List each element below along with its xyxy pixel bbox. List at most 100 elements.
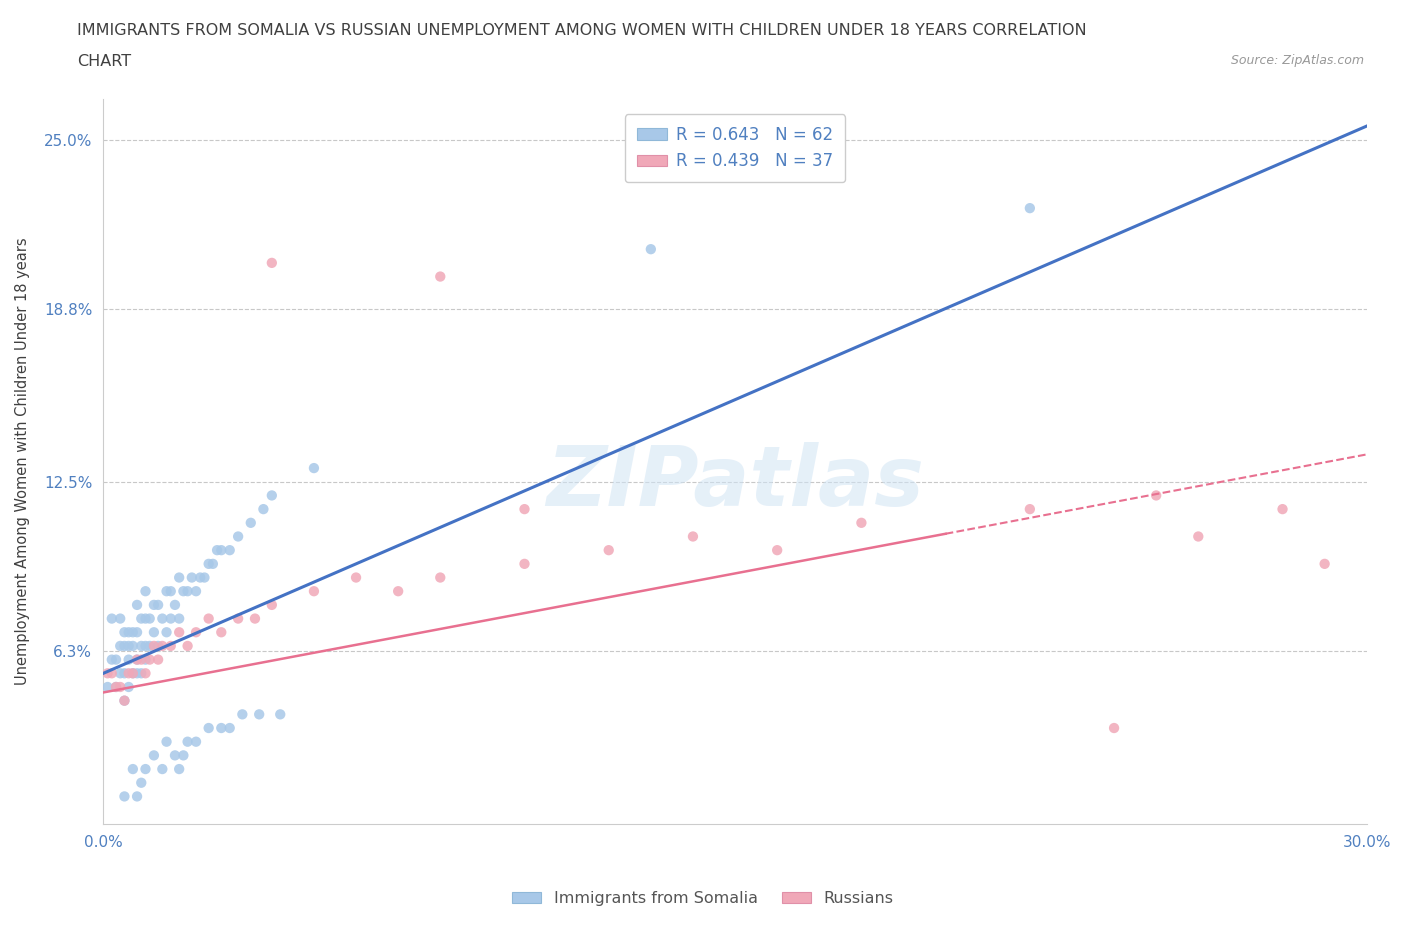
Point	[101, 611, 124, 626]
Point	[117, 625, 139, 640]
Point	[513, 501, 536, 516]
Point	[121, 666, 143, 681]
Point	[105, 680, 128, 695]
Point	[134, 762, 156, 777]
Point	[1102, 721, 1125, 736]
Point	[226, 529, 249, 544]
Point	[193, 570, 215, 585]
Point	[129, 639, 152, 654]
Point	[188, 570, 211, 585]
Point	[302, 460, 325, 475]
Point	[184, 625, 207, 640]
Point	[146, 639, 169, 654]
Point	[134, 666, 156, 681]
Point	[167, 611, 190, 626]
Point	[129, 611, 152, 626]
Point	[134, 584, 156, 599]
Point	[134, 652, 156, 667]
Point	[114, 693, 136, 708]
Point	[209, 625, 232, 640]
Text: Source: ZipAtlas.com: Source: ZipAtlas.com	[1230, 54, 1364, 67]
Point	[110, 611, 132, 626]
Point	[682, 529, 704, 544]
Point	[243, 611, 266, 626]
Point	[101, 666, 124, 681]
Point	[218, 543, 240, 558]
Point	[105, 680, 128, 695]
Point	[138, 652, 160, 667]
Point	[344, 570, 367, 585]
Point	[159, 584, 181, 599]
Point	[1144, 488, 1167, 503]
Point	[197, 611, 219, 626]
Y-axis label: Unemployment Among Women with Children Under 18 years: Unemployment Among Women with Children U…	[15, 237, 30, 685]
Point	[138, 611, 160, 626]
Point	[260, 597, 283, 612]
Point	[176, 735, 198, 750]
Point	[142, 639, 165, 654]
Point	[239, 515, 262, 530]
Point	[172, 584, 194, 599]
Point	[97, 666, 120, 681]
Point	[209, 543, 232, 558]
Text: ZIPatlas: ZIPatlas	[546, 443, 924, 524]
Legend: R = 0.643   N = 62, R = 0.439   N = 37: R = 0.643 N = 62, R = 0.439 N = 37	[624, 114, 845, 182]
Point	[1018, 201, 1040, 216]
Legend: Immigrants from Somalia, Russians: Immigrants from Somalia, Russians	[506, 885, 900, 912]
Point	[260, 488, 283, 503]
Point	[114, 789, 136, 804]
Point	[125, 597, 148, 612]
Point	[1271, 501, 1294, 516]
Point	[114, 693, 136, 708]
Point	[167, 570, 190, 585]
Point	[117, 666, 139, 681]
Point	[134, 639, 156, 654]
Point	[110, 666, 132, 681]
Point	[155, 584, 177, 599]
Point	[172, 748, 194, 763]
Point	[429, 570, 451, 585]
Point	[105, 652, 128, 667]
Point	[167, 625, 190, 640]
Point	[252, 501, 274, 516]
Point	[766, 543, 789, 558]
Point	[142, 748, 165, 763]
Point	[142, 625, 165, 640]
Point	[598, 543, 620, 558]
Point	[429, 269, 451, 284]
Point	[101, 652, 124, 667]
Point	[163, 597, 186, 612]
Point	[110, 680, 132, 695]
Point	[184, 735, 207, 750]
Point	[1313, 556, 1336, 571]
Point	[231, 707, 253, 722]
Point	[150, 639, 173, 654]
Point	[197, 721, 219, 736]
Point	[129, 666, 152, 681]
Point	[1187, 529, 1209, 544]
Point	[150, 762, 173, 777]
Point	[176, 584, 198, 599]
Point	[184, 584, 207, 599]
Point	[121, 762, 143, 777]
Point	[121, 666, 143, 681]
Point	[134, 611, 156, 626]
Text: CHART: CHART	[77, 54, 131, 69]
Point	[125, 652, 148, 667]
Point	[125, 789, 148, 804]
Point	[146, 652, 169, 667]
Point	[117, 652, 139, 667]
Point	[138, 639, 160, 654]
Point	[209, 721, 232, 736]
Point	[125, 652, 148, 667]
Point	[247, 707, 270, 722]
Point	[1018, 501, 1040, 516]
Point	[260, 256, 283, 271]
Point	[142, 597, 165, 612]
Point	[110, 639, 132, 654]
Point	[269, 707, 291, 722]
Point	[155, 735, 177, 750]
Point	[218, 721, 240, 736]
Point	[159, 639, 181, 654]
Point	[146, 597, 169, 612]
